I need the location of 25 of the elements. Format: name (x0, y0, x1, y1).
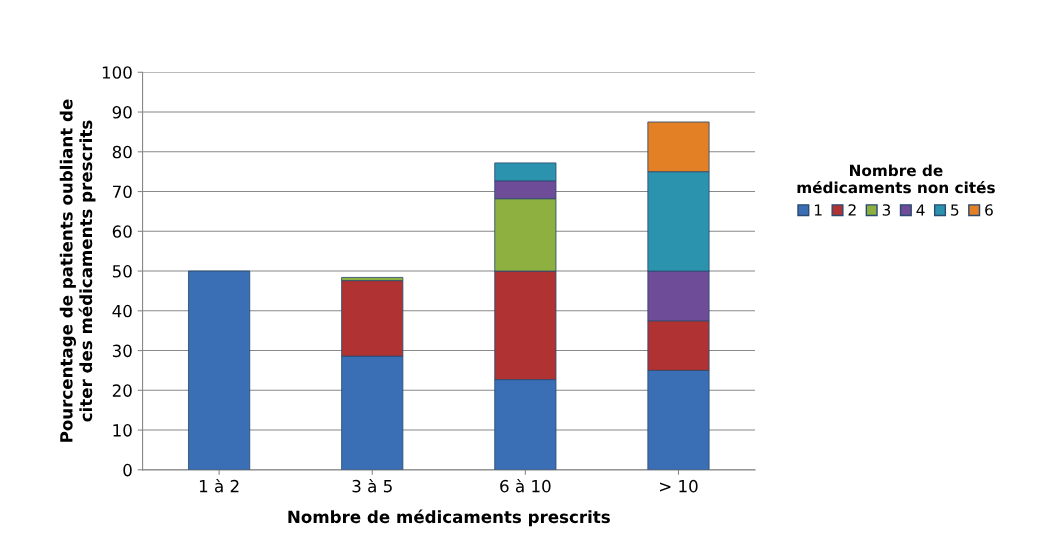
x-tick-label: 1 à 2 (199, 478, 239, 493)
x-axis-title: Nombre de médicaments prescrits (288, 509, 610, 527)
y-tick-label: 30 (112, 344, 132, 358)
legend-label: 3 (882, 204, 891, 216)
x-tick-label: 3 à 5 (352, 478, 392, 493)
y-tick-label: 50 (112, 265, 132, 278)
legend-title: Nombre de médicaments non cités (797, 164, 995, 194)
y-tick-label: 70 (113, 185, 132, 199)
y-tick-label: 90 (112, 106, 132, 119)
y-tick-label: 0 (123, 463, 132, 477)
y-tick-label: 10 (113, 424, 132, 437)
legend-label: 6 (985, 204, 993, 216)
legend-label: 2 (848, 204, 856, 216)
legend-label: 1 (814, 204, 822, 216)
y-tick-label: 60 (112, 225, 132, 238)
x-tick-label: 6 à 10 (500, 478, 551, 493)
legend-label: 4 (916, 204, 925, 216)
y-tick-label: 100 (102, 66, 132, 79)
legend-label: 5 (951, 204, 959, 216)
y-tick-label: 40 (112, 304, 132, 318)
x-tick-label: > 10 (660, 479, 698, 493)
y-tick-label: 20 (112, 384, 132, 397)
y-tick-label: 80 (112, 145, 132, 159)
bar (188, 270, 251, 470)
y-axis-title: Pourcentage de patients oubliant de citer des médicaments prescrits (59, 99, 96, 442)
